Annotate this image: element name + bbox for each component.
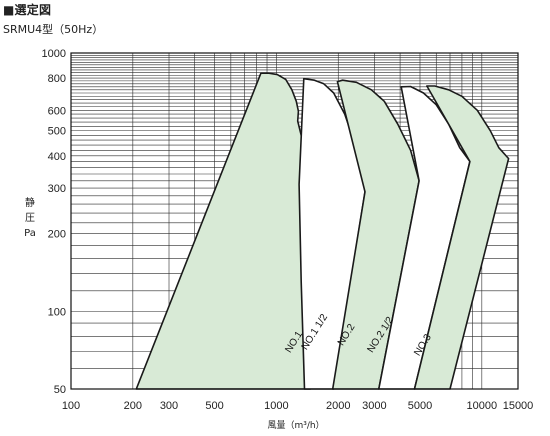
tick-labels: 100 200 300 500 1000 2000 3000 5000 10000 15000 50… — [42, 48, 534, 412]
y-tick-label: 300 — [48, 183, 66, 195]
x-axis-label: 風量（m³/h） — [267, 420, 324, 431]
y-axis-label-line-1: 静 — [25, 198, 35, 209]
x-tick-label: 3000 — [362, 400, 386, 412]
x-tick-label: 500 — [205, 400, 223, 412]
operating-areas — [135, 72, 510, 390]
x-tick-label: 100 — [62, 400, 80, 412]
y-tick-label: 50 — [54, 384, 66, 396]
chart-subtitle: SRMU4型（50Hz） — [3, 23, 104, 36]
y-axis-label-line-2: 圧 — [25, 213, 35, 224]
x-tick-label: 5000 — [408, 400, 432, 412]
plot-border — [70, 52, 519, 390]
x-tick-label: 200 — [124, 400, 142, 412]
y-tick-label: 200 — [48, 229, 66, 241]
y-tick-label: 800 — [48, 73, 66, 85]
y-tick-label: 1000 — [42, 48, 66, 60]
series-area-5 — [413, 85, 510, 390]
y-tick-label: 400 — [48, 151, 66, 163]
x-tick-label: 15000 — [503, 400, 534, 412]
y-axis-label: 静 圧 Pa — [18, 196, 42, 241]
series-area-1 — [135, 72, 312, 390]
y-tick-label: 100 — [48, 306, 66, 318]
plot-frame — [70, 52, 519, 390]
chart-title: ■選定図 — [3, 3, 52, 17]
x-tick-label: 10000 — [467, 400, 498, 412]
y-axis-label-line-3: Pa — [24, 228, 36, 239]
y-tick-label: 600 — [48, 105, 66, 117]
x-tick-label: 2000 — [326, 400, 350, 412]
x-tick-label: 300 — [160, 400, 178, 412]
y-tick-label: 500 — [48, 126, 66, 138]
x-tick-label: 1000 — [264, 400, 288, 412]
